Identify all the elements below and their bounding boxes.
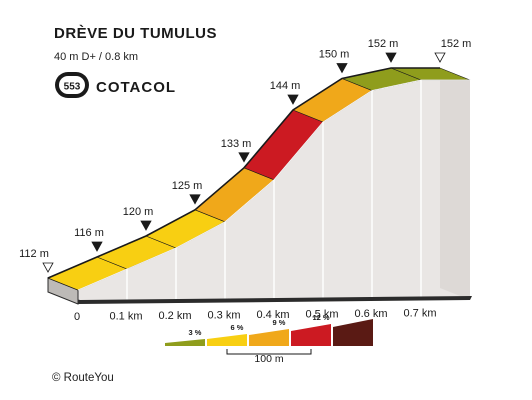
legend-label: 9 % — [273, 318, 286, 327]
legend-scale-bracket — [226, 349, 312, 355]
legend-scale-label: 100 m — [254, 353, 283, 365]
climb-title: DRÈVE DU TUMULUS — [54, 25, 218, 42]
elevation-label: 116 m — [74, 227, 104, 239]
legend-swatch — [333, 319, 373, 346]
x-tick-label: 0.1 km — [109, 311, 142, 323]
elevation-marker — [336, 63, 348, 74]
elevation-label: 133 m — [221, 138, 252, 150]
gradient-legend: 3 % 6 % 9 % 12 % 100 m — [165, 313, 373, 365]
elevation-label: 120 m — [123, 206, 154, 218]
elevation-label: 125 m — [172, 180, 203, 192]
elevation-marker — [238, 152, 250, 163]
elevation-marker — [91, 241, 103, 252]
elevation-markers: 112 m 116 m 120 m 125 m 133 m 144 m 150 m 152 m… — [19, 38, 472, 273]
x-tick-label: 0.6 km — [354, 308, 387, 320]
cotacol-number: 553 — [64, 82, 81, 93]
x-tick-label: 0 — [74, 311, 80, 323]
cotacol-logo: 553 COTACOL — [55, 72, 176, 98]
x-tick-label: 0.3 km — [207, 310, 240, 322]
profile-dividers — [126, 80, 422, 300]
elevation-marker — [287, 94, 299, 105]
profile-end-face — [440, 68, 470, 300]
elevation-label: 152 m — [441, 38, 472, 50]
legend-label: 12 % — [312, 313, 329, 322]
x-axis-ticks: 0 0.1 km 0.2 km 0.3 km 0.4 km 0.5 km 0.6 km 0.7… — [74, 308, 437, 324]
legend-swatch — [165, 339, 205, 346]
profile-base-rail — [48, 292, 472, 304]
profile-ridge-line — [47, 67, 440, 279]
elevation-marker — [385, 52, 397, 63]
x-tick-label: 0.2 km — [158, 310, 191, 322]
elevation-label: 144 m — [270, 80, 301, 92]
x-tick-label: 0.7 km — [403, 308, 436, 320]
elevation-label: 150 m — [319, 49, 350, 61]
climb-stats: 40 m D+ / 0.8 km — [54, 51, 139, 63]
elevation-label: 152 m — [368, 38, 399, 50]
routeyou-credit: © RouteYou — [52, 372, 114, 384]
elevation-marker — [140, 220, 152, 231]
legend-swatch — [249, 329, 289, 346]
elevation-marker — [42, 262, 54, 273]
x-tick-label: 0.5 km — [305, 309, 338, 321]
x-tick-label: 0.4 km — [256, 309, 289, 321]
legend-label: 6 % — [231, 323, 244, 332]
legend-label: 3 % — [189, 328, 202, 337]
legend-swatch — [207, 334, 247, 346]
legend-swatch — [291, 324, 331, 346]
elevation-marker — [189, 194, 201, 205]
elevation-label: 112 m — [19, 248, 49, 260]
profile-segments — [47, 67, 471, 291]
elevation-marker — [434, 52, 446, 63]
cotacol-brand: COTACOL — [96, 79, 176, 96]
